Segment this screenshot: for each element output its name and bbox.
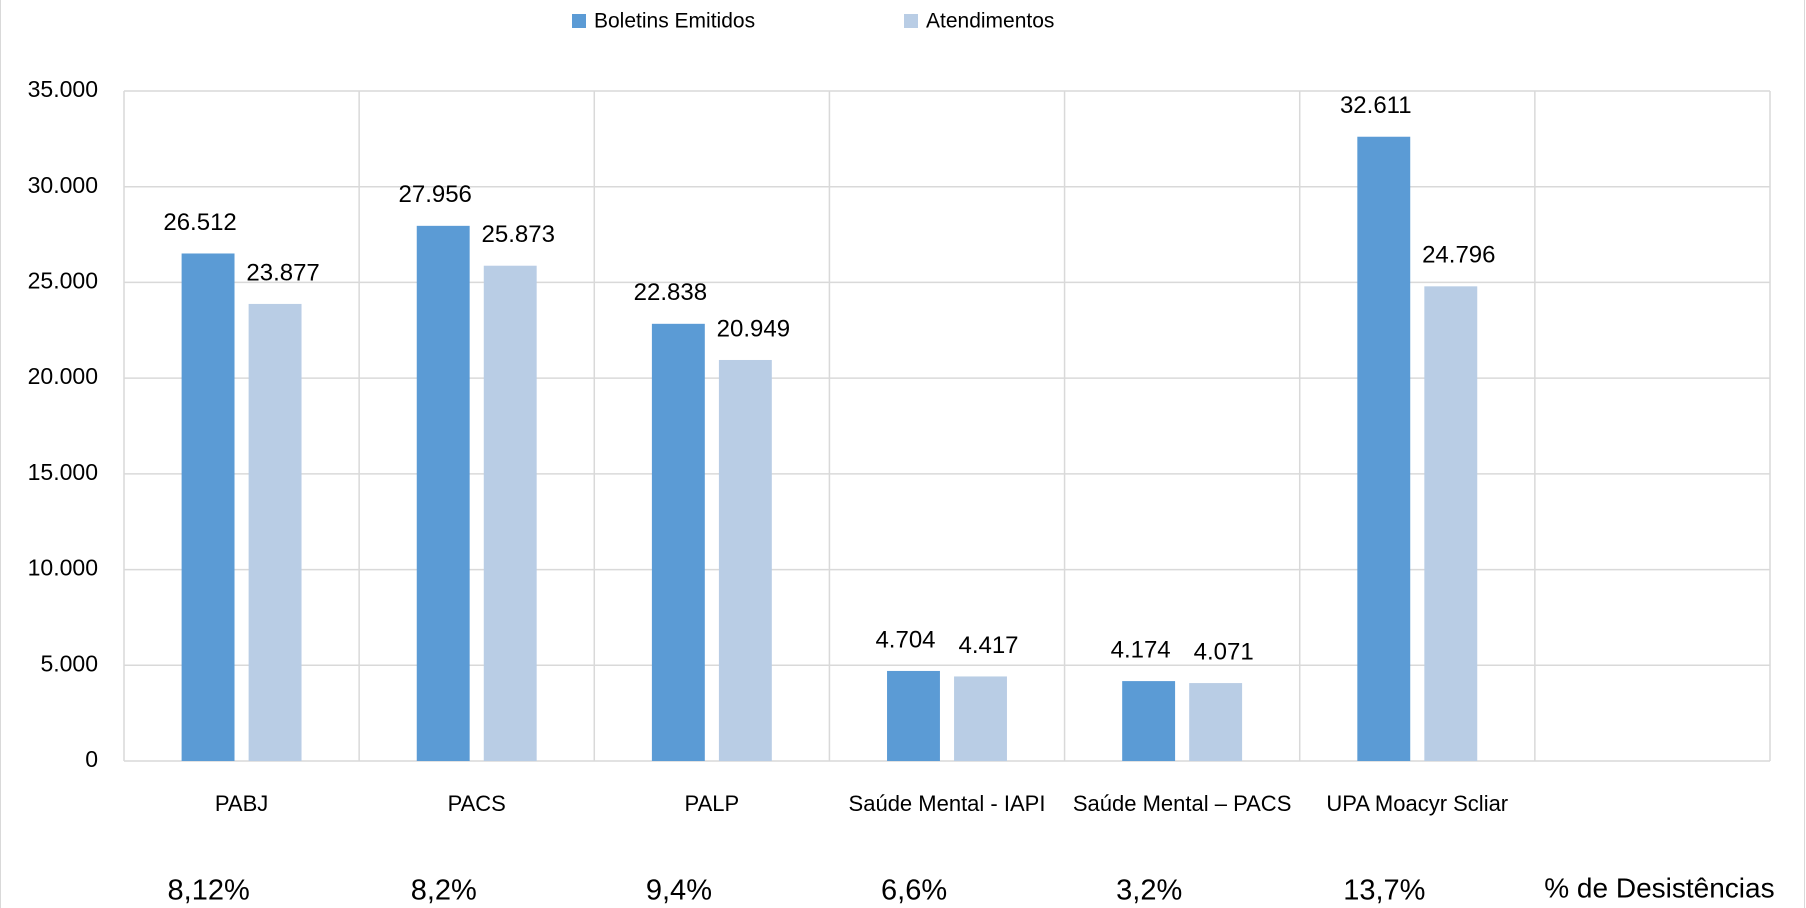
bar xyxy=(954,676,1007,761)
rate-label: 13,7% xyxy=(1343,875,1425,907)
value-label: 4.704 xyxy=(875,626,935,653)
bar xyxy=(1189,683,1243,761)
rate-label: 8,12% xyxy=(168,875,250,907)
value-label: 24.796 xyxy=(1422,242,1495,269)
y-tick-label: 20.000 xyxy=(28,363,98,389)
y-tick-label: 25.000 xyxy=(28,268,98,294)
value-label: 22.838 xyxy=(634,279,707,306)
value-label: 25.873 xyxy=(482,221,555,248)
bar xyxy=(181,253,235,762)
value-label: 27.956 xyxy=(399,181,472,208)
value-label: 4.417 xyxy=(958,632,1018,659)
y-tick-label: 5.000 xyxy=(40,650,98,676)
x-tick-label: PACS xyxy=(447,791,506,816)
value-label: 32.611 xyxy=(1340,92,1412,119)
y-tick-label: 30.000 xyxy=(28,172,98,198)
x-tick-label: Saúde Mental - IAPI xyxy=(848,791,1046,816)
bar xyxy=(483,265,537,761)
rate-label: 6,6% xyxy=(881,875,947,907)
x-tick-label: PABJ xyxy=(214,791,269,816)
bar xyxy=(248,303,302,761)
bar xyxy=(416,225,470,761)
rate-label: 3,2% xyxy=(1116,875,1182,907)
y-tick-label: 15.000 xyxy=(28,459,98,485)
value-label: 23.877 xyxy=(246,259,319,286)
value-label: 20.949 xyxy=(717,315,790,342)
rate-label: 8,2% xyxy=(411,875,477,907)
bar xyxy=(651,323,705,761)
legend-swatch xyxy=(904,14,918,28)
y-tick-label: 0 xyxy=(85,746,98,772)
x-tick-label: UPA Moacyr Scliar xyxy=(1326,791,1509,816)
legend-label: Boletins Emitidos xyxy=(594,10,755,33)
y-tick-label: 10.000 xyxy=(28,555,98,581)
legend-label: Atendimentos xyxy=(926,10,1054,33)
bar xyxy=(1122,681,1176,761)
bar xyxy=(718,359,772,761)
bar xyxy=(1357,136,1411,761)
rate-label: 9,4% xyxy=(646,875,712,907)
x-tick-label: PALP xyxy=(684,791,740,816)
bar xyxy=(887,670,940,761)
legend-swatch xyxy=(572,14,586,28)
rate-name: % de Desistências xyxy=(1544,872,1774,903)
value-label: 4.071 xyxy=(1194,638,1254,665)
value-label: 4.174 xyxy=(1111,636,1171,663)
bar xyxy=(1424,286,1478,761)
y-tick-label: 35.000 xyxy=(28,76,98,102)
x-tick-label: Saúde Mental – PACS xyxy=(1072,791,1292,816)
value-label: 26.512 xyxy=(163,209,236,236)
